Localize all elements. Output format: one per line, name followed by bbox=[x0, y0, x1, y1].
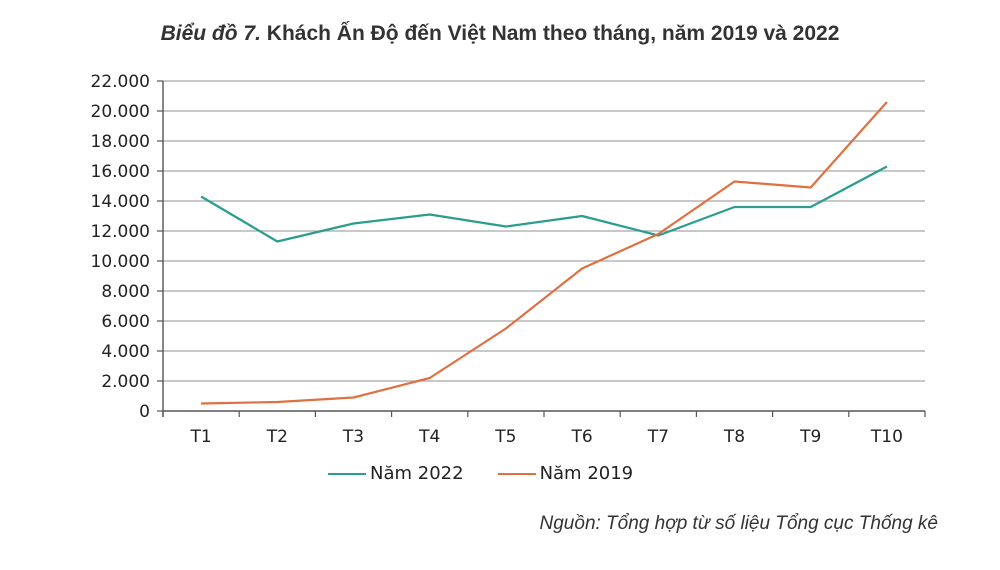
legend-label-2019: Năm 2019 bbox=[539, 463, 634, 484]
series-line-năm-2022 bbox=[200, 165, 888, 243]
legend-item-2019: Năm 2019 bbox=[497, 463, 634, 484]
y-tick-label: 22.000 bbox=[91, 72, 150, 92]
x-tick-label: T1 bbox=[189, 427, 211, 447]
legend-swatch-2019 bbox=[497, 472, 536, 475]
y-tick-label: 20.000 bbox=[91, 102, 150, 122]
x-tick-labels: T1 T2 T3 T4 T5 T6 T7 T8 T9 T10 bbox=[189, 427, 902, 447]
y-tick-label: 8.000 bbox=[101, 282, 150, 302]
gridlines bbox=[163, 80, 925, 382]
y-tick-label: 0 bbox=[139, 402, 150, 422]
x-tick-label: T9 bbox=[799, 427, 821, 447]
x-tick-label: T10 bbox=[870, 427, 903, 447]
y-tick-label: 14.000 bbox=[91, 192, 150, 212]
y-tick-labels: 0 2.000 4.000 6.000 8.000 10.000 12.000 14.000 1… bbox=[91, 72, 150, 422]
chart-title: Biểu đồ 7. Khách Ấn Độ đến Việt Nam theo… bbox=[0, 22, 1000, 46]
series-lines bbox=[200, 101, 888, 405]
legend-item-2022: Năm 2022 bbox=[328, 463, 464, 484]
series-line-năm-2019 bbox=[201, 101, 888, 405]
x-tick-label: T2 bbox=[266, 427, 288, 447]
chart-title-text: Khách Ấn Độ đến Việt Nam theo tháng, năm… bbox=[260, 22, 840, 45]
y-tick-label: 12.000 bbox=[91, 222, 150, 242]
legend: Năm 2022 Năm 2019 bbox=[328, 463, 667, 484]
y-tick-label: 16.000 bbox=[91, 162, 150, 182]
x-tick-label: T3 bbox=[342, 427, 364, 447]
y-tick-label: 10.000 bbox=[91, 252, 150, 272]
x-tick-label: T4 bbox=[418, 427, 440, 447]
x-tick-label: T6 bbox=[570, 427, 592, 447]
y-tick-label: 2.000 bbox=[101, 372, 150, 392]
chart-title-prefix: Biểu đồ 7. bbox=[160, 22, 261, 45]
y-tick-label: 18.000 bbox=[91, 132, 150, 152]
axes bbox=[157, 80, 926, 417]
legend-label-2022: Năm 2022 bbox=[370, 463, 464, 484]
x-tick-label: T8 bbox=[723, 427, 745, 447]
x-tick-label: T5 bbox=[494, 427, 516, 447]
y-tick-label: 4.000 bbox=[101, 342, 150, 362]
x-tick-label: T7 bbox=[647, 427, 669, 447]
y-tick-label: 6.000 bbox=[101, 312, 150, 332]
source-note: Nguồn: Tổng hợp từ số liệu Tổng cục Thốn… bbox=[539, 513, 938, 534]
legend-swatch-2022 bbox=[328, 472, 366, 475]
